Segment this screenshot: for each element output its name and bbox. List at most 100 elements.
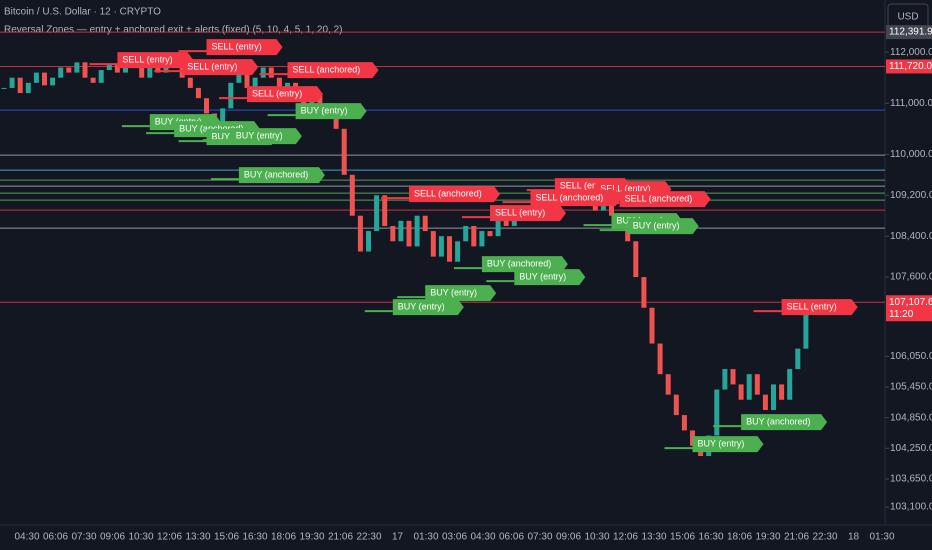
candle-body: [438, 236, 444, 257]
candle-body: [657, 343, 663, 375]
x-tick-label: 01:30: [869, 532, 894, 543]
y-tick-label: 106,050.00: [890, 351, 932, 362]
x-tick-label: 12:06: [157, 532, 182, 543]
candle-body: [471, 225, 477, 247]
candle-body: [681, 415, 687, 431]
signal-label: BUY (anchored): [179, 124, 243, 134]
signal-label: SELL (entry): [212, 42, 262, 52]
price-tag-label: 107,107.66: [889, 297, 932, 308]
signal-label: BUY (anchored): [244, 170, 308, 180]
candle-body: [357, 215, 363, 252]
x-tick-label: 13:30: [185, 532, 210, 543]
signal-label: SELL (entry): [600, 184, 650, 194]
candle-body: [503, 220, 509, 226]
candle-body: [147, 62, 153, 78]
signal-label-bg: [490, 205, 566, 222]
x-tick-label: 16:30: [698, 532, 723, 543]
y-tick-label: 109,200.00: [890, 190, 932, 201]
x-tick-label: 18: [848, 532, 860, 543]
x-tick-label: 04:30: [470, 532, 495, 543]
candle-body: [738, 384, 744, 400]
x-tick-label: 13:30: [641, 532, 666, 543]
candle-body: [366, 231, 371, 252]
candle-body: [268, 67, 274, 78]
signal-label-bg: [514, 269, 586, 286]
x-tick-label: 03:06: [442, 532, 467, 543]
candle-body: [98, 70, 104, 83]
signal-label-bg: [627, 218, 699, 235]
candle-body: [447, 236, 452, 262]
x-tick-label: 09:06: [100, 532, 125, 543]
candle-body: [90, 77, 96, 83]
candle-body: [390, 225, 396, 242]
x-tick-label: 17: [392, 532, 404, 543]
candle-body: [779, 384, 785, 400]
signal-label: SELL (anchored): [414, 189, 482, 199]
x-tick-label: 18:06: [271, 532, 296, 543]
signal-label: SELL (anchored): [293, 65, 361, 75]
y-tick-label: 103,650.00: [890, 474, 932, 485]
candle-body: [244, 72, 250, 88]
candle-body: [25, 82, 31, 94]
candle-body: [276, 77, 282, 88]
candle-body: [795, 348, 801, 370]
candle-body: [114, 64, 120, 73]
candle-body: [665, 374, 671, 395]
signal-label-bg: [692, 436, 764, 453]
signal-label: BUY (entry): [398, 302, 445, 312]
signal-label: BUY (entry): [430, 287, 477, 297]
y-tick-label: 104,850.00: [890, 412, 932, 423]
x-tick-label: 07:30: [527, 532, 552, 543]
candle-body: [33, 72, 39, 83]
candle-body: [414, 215, 420, 247]
x-tick-label: 01:30: [413, 532, 438, 543]
x-tick-label: 06:06: [499, 532, 524, 543]
candle-body: [74, 62, 80, 73]
signal-label-bg: [741, 414, 828, 431]
candle-body: [66, 67, 72, 73]
candle-body: [374, 195, 380, 232]
x-tick-label: 21:06: [328, 532, 353, 543]
candle-body: [641, 277, 647, 308]
candle-body: [252, 77, 258, 88]
candle-body: [42, 72, 47, 86]
price-tag-bg: [886, 59, 932, 74]
candle-body: [382, 195, 388, 226]
x-tick-label: 15:06: [214, 532, 239, 543]
y-tick-label: 103,100.00: [890, 502, 932, 513]
candle-body: [430, 231, 436, 257]
candle-body: [633, 241, 639, 278]
candle-body: [17, 77, 23, 94]
countdown: 11:20: [889, 309, 914, 320]
candle-body: [592, 205, 598, 211]
candle-body: [771, 384, 776, 410]
candle-body: [762, 394, 768, 410]
signal-label: BUY (entry): [633, 221, 680, 231]
candle-body: [228, 82, 234, 109]
signal-label-bg: [481, 256, 568, 273]
candle-body: [349, 174, 355, 216]
candle-body: [455, 241, 461, 262]
candle-body: [479, 231, 485, 247]
signal-label: SELL (entry): [560, 181, 610, 191]
candle-body: [422, 215, 428, 232]
price-tag-label: 112,391.92: [889, 27, 932, 38]
x-tick-label: 09:06: [556, 532, 581, 543]
candle-body: [746, 374, 752, 400]
candle-body: [714, 389, 720, 436]
signal-label: BUY (entry): [519, 271, 566, 281]
currency[interactable]: USD: [897, 12, 918, 23]
signal-label: SELL (entry): [122, 54, 172, 64]
chart-title: Bitcoin / U.S. Dollar · 12 · CRYPTO: [4, 7, 161, 18]
candle-body: [406, 220, 412, 247]
price-tag-bg: [886, 25, 932, 40]
signal-label: SELL (entry): [187, 61, 237, 71]
x-tick-label: 22:30: [812, 532, 837, 543]
x-tick-label: 10:30: [128, 532, 153, 543]
x-tick-label: 18:06: [727, 532, 752, 543]
candle-body: [82, 62, 88, 78]
signal-label: BUY (entry): [236, 131, 283, 141]
signal-label-bg: [619, 191, 711, 208]
candle-body: [139, 67, 145, 78]
